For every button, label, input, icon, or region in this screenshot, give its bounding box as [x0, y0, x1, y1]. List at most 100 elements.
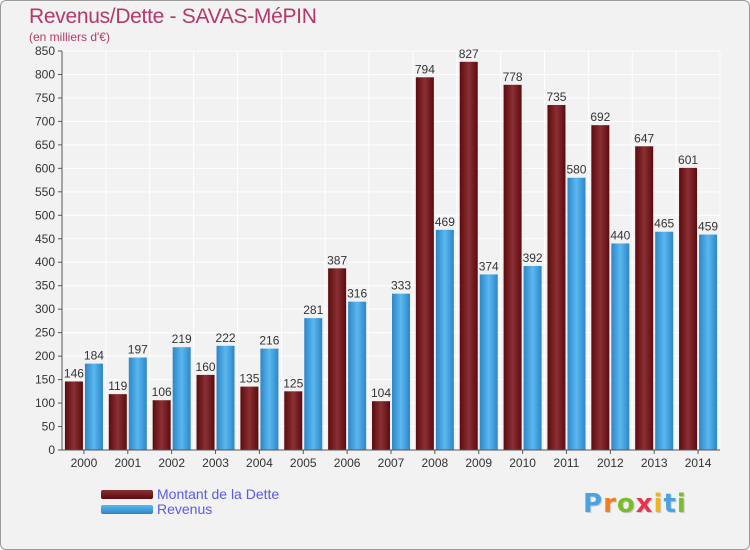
- x-tick-label: 2002: [158, 456, 185, 470]
- data-label-revenue-2007: 333: [391, 279, 411, 293]
- data-label-revenue-2010: 392: [523, 251, 543, 265]
- logo-letter: x: [635, 489, 654, 519]
- data-label-debt-2002: 106: [152, 385, 172, 399]
- data-label-revenue-2005: 281: [303, 303, 323, 317]
- data-label-debt-2008: 794: [415, 62, 435, 76]
- data-label-debt-2013: 647: [634, 131, 654, 145]
- logo-letter: i: [676, 489, 687, 519]
- data-label-revenue-2009: 374: [479, 259, 499, 273]
- data-label-revenue-2013: 465: [654, 217, 674, 231]
- bar-revenue-2008: [435, 229, 454, 450]
- data-label-debt-2007: 104: [371, 386, 391, 400]
- proxiti-logo: Proxiti: [583, 489, 687, 519]
- data-label-debt-2004: 135: [239, 372, 259, 386]
- y-tick-label: 100: [35, 396, 55, 410]
- x-tick-label: 2007: [378, 456, 405, 470]
- data-label-revenue-2001: 197: [128, 343, 148, 357]
- data-label-debt-2005: 125: [283, 376, 303, 390]
- x-tick-label: 2004: [246, 456, 273, 470]
- bar-revenue-2007: [392, 293, 410, 450]
- bar-debt-2007: [372, 401, 390, 450]
- y-tick-label: 850: [35, 44, 55, 58]
- y-tick-label: 300: [35, 302, 55, 316]
- data-label-debt-2001: 119: [108, 379, 127, 393]
- y-tick-label: 0: [48, 443, 55, 457]
- bar-debt-2011: [547, 104, 566, 450]
- data-label-revenue-2014: 459: [698, 220, 718, 234]
- bar-revenue-2002: [172, 347, 191, 450]
- bar-debt-2008: [415, 77, 434, 451]
- bar-revenue-2005: [304, 318, 323, 450]
- data-label-revenue-2003: 222: [216, 331, 236, 345]
- data-label-revenue-2006: 316: [347, 287, 367, 301]
- bar-revenue-2010: [523, 265, 542, 450]
- y-tick-label: 800: [35, 67, 55, 81]
- data-label-debt-2000: 146: [64, 366, 84, 380]
- plot-area: [62, 51, 720, 450]
- data-label-debt-2003: 160: [196, 360, 216, 374]
- x-tick-label: 2010: [509, 456, 536, 470]
- bar-revenue-2011: [567, 177, 586, 450]
- x-tick-label: 2003: [202, 456, 229, 470]
- bar-debt-2005: [284, 391, 303, 450]
- bar-revenue-2004: [260, 348, 279, 450]
- logo-letter: o: [616, 489, 636, 519]
- y-tick-label: 750: [35, 91, 55, 105]
- bar-debt-2013: [635, 146, 654, 450]
- y-tick-label: 650: [35, 138, 55, 152]
- y-tick-label: 400: [35, 255, 55, 269]
- x-tick-label: 2005: [290, 456, 317, 470]
- bar-debt-2012: [591, 125, 610, 451]
- bar-debt-2014: [679, 167, 698, 450]
- data-label-debt-2009: 827: [459, 47, 479, 61]
- data-label-debt-2014: 601: [678, 153, 698, 167]
- y-tick-label: 500: [35, 208, 55, 222]
- data-label-revenue-2004: 216: [259, 334, 279, 348]
- data-label-debt-2006: 387: [327, 253, 347, 267]
- bar-debt-2010: [503, 84, 522, 451]
- x-tick-label: 2013: [641, 456, 668, 470]
- y-tick-label: 700: [35, 114, 55, 128]
- bar-revenue-2000: [84, 363, 103, 450]
- logo-letter: P: [583, 489, 604, 519]
- data-label-revenue-2012: 440: [610, 228, 630, 242]
- x-tick-label: 2006: [334, 456, 361, 470]
- data-label-revenue-2002: 219: [172, 332, 192, 346]
- x-tick-label: 2012: [597, 456, 624, 470]
- bar-revenue-2006: [348, 301, 367, 450]
- y-tick-label: 350: [35, 279, 55, 293]
- data-label-debt-2010: 778: [503, 70, 523, 84]
- logo-letter: t: [663, 489, 677, 519]
- y-tick-label: 600: [35, 161, 55, 175]
- bar-debt-2000: [64, 381, 83, 450]
- x-tick-label: 2009: [465, 456, 492, 470]
- bar-revenue-2012: [611, 243, 630, 450]
- grid: [61, 50, 721, 451]
- axes: 0 50 100 150 200 250 300 350 400 450 500 550 600 650 7…: [35, 44, 720, 470]
- data-label-revenue-2011: 580: [566, 163, 586, 177]
- bar-revenue-2009: [479, 274, 498, 450]
- legend-label-debt: Montant de la Dette: [157, 486, 280, 502]
- x-tick-label: 2000: [71, 456, 98, 470]
- bar-debt-2003: [196, 374, 215, 450]
- logo-letter: r: [603, 489, 617, 519]
- data-label-revenue-2000: 184: [84, 349, 104, 363]
- x-tick-label: 2011: [554, 456, 580, 470]
- legend-label-revenue: Revenus: [157, 501, 213, 517]
- y-tick-label: 200: [35, 349, 55, 363]
- bar-debt-2001: [108, 394, 127, 450]
- legend-swatch-debt: [101, 490, 153, 499]
- y-tick-label: 50: [42, 420, 56, 434]
- y-tick-label: 250: [35, 326, 55, 340]
- bar-revenue-2001: [128, 357, 147, 450]
- bar-revenue-2003: [216, 345, 235, 450]
- bars: [64, 61, 718, 451]
- bar-debt-2009: [459, 61, 478, 450]
- y-tick-label: 550: [35, 185, 55, 199]
- y-tick-label: 450: [35, 232, 55, 246]
- logo-letter: i: [653, 489, 664, 519]
- bar-debt-2004: [240, 386, 259, 450]
